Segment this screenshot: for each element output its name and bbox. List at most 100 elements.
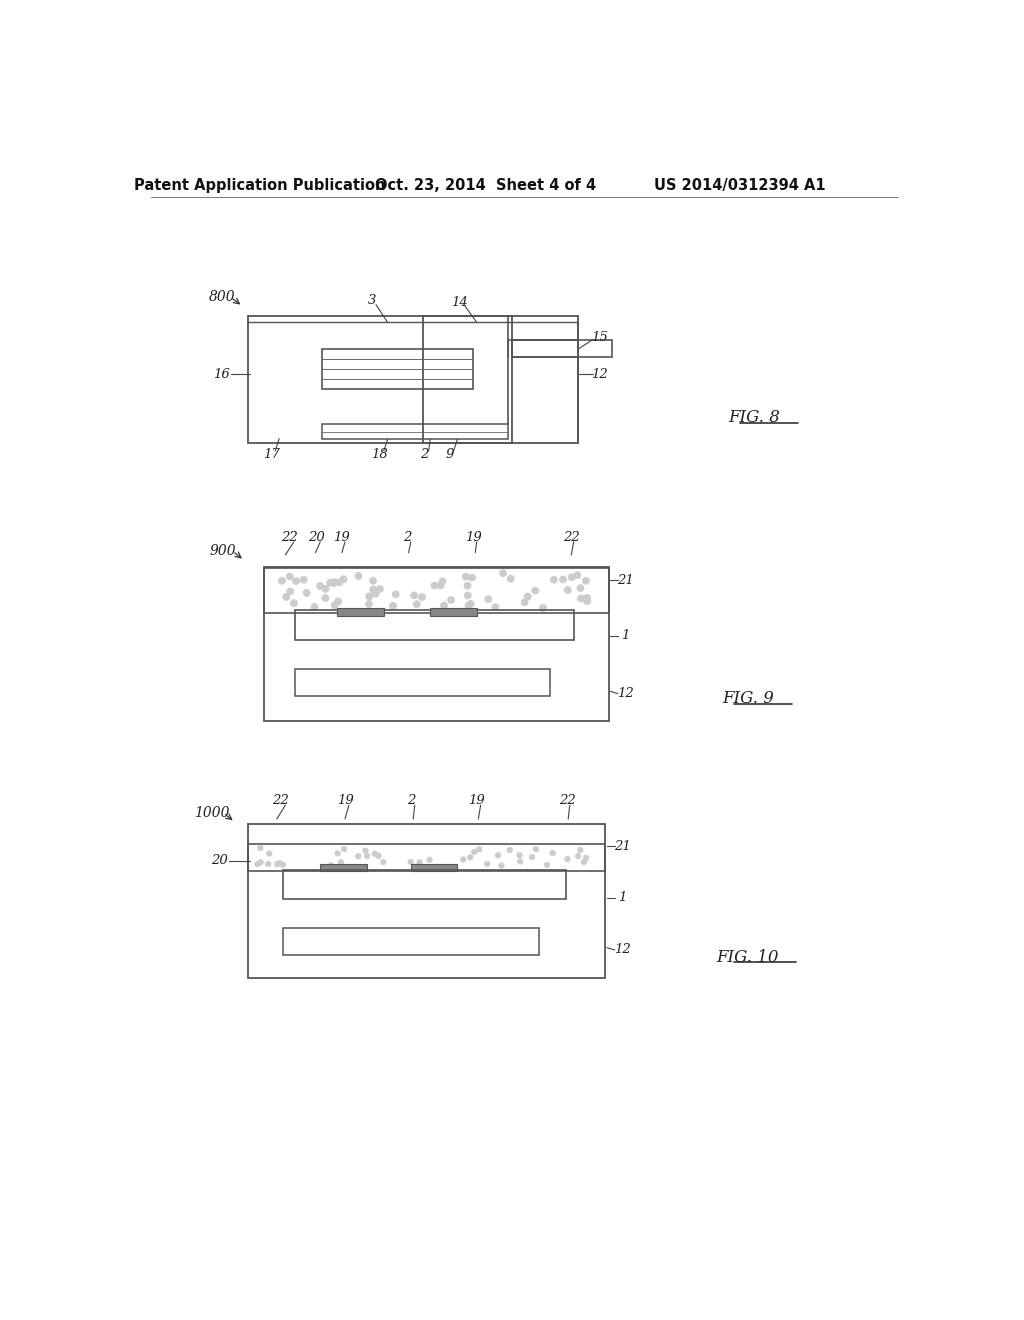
Circle shape: [521, 599, 528, 606]
Circle shape: [340, 576, 347, 582]
Circle shape: [467, 601, 474, 607]
Circle shape: [462, 573, 469, 579]
Circle shape: [507, 576, 514, 582]
Text: 3: 3: [368, 294, 376, 308]
Circle shape: [499, 863, 504, 869]
Text: 2: 2: [402, 531, 412, 544]
Circle shape: [327, 579, 334, 586]
Circle shape: [464, 591, 471, 599]
Circle shape: [414, 601, 420, 607]
Circle shape: [255, 862, 260, 867]
Text: 20: 20: [308, 531, 325, 544]
Bar: [248, 825, 604, 978]
Circle shape: [584, 598, 591, 605]
Circle shape: [408, 859, 414, 865]
Bar: [263, 568, 608, 612]
Text: 22: 22: [563, 531, 580, 544]
Circle shape: [381, 859, 386, 865]
Bar: [322, 424, 508, 440]
Circle shape: [392, 591, 399, 598]
Bar: [248, 843, 604, 871]
Text: 12: 12: [617, 686, 634, 700]
Circle shape: [492, 603, 499, 611]
Circle shape: [578, 847, 583, 853]
Circle shape: [266, 851, 272, 857]
Bar: [295, 669, 550, 696]
Circle shape: [258, 859, 263, 865]
Circle shape: [365, 853, 370, 858]
Bar: [512, 341, 578, 358]
Circle shape: [440, 602, 447, 609]
Circle shape: [366, 593, 373, 599]
Circle shape: [461, 857, 466, 862]
Circle shape: [276, 861, 283, 866]
Circle shape: [411, 591, 418, 599]
Text: 22: 22: [281, 531, 298, 544]
Circle shape: [568, 574, 575, 581]
Circle shape: [370, 577, 377, 585]
Bar: [322, 350, 473, 389]
Circle shape: [517, 853, 522, 858]
Circle shape: [577, 585, 584, 591]
Text: 9: 9: [445, 447, 454, 461]
Bar: [430, 609, 477, 615]
Text: FIG. 10: FIG. 10: [717, 949, 779, 966]
Circle shape: [331, 602, 338, 609]
Circle shape: [338, 859, 344, 865]
Circle shape: [427, 857, 432, 862]
Circle shape: [355, 854, 361, 859]
Text: 900: 900: [209, 544, 236, 558]
Circle shape: [287, 587, 294, 595]
Circle shape: [291, 599, 297, 607]
Bar: [283, 870, 566, 899]
Circle shape: [283, 594, 290, 601]
Circle shape: [376, 853, 381, 858]
Circle shape: [274, 862, 280, 867]
Circle shape: [584, 594, 591, 602]
Text: 2: 2: [407, 795, 415, 807]
Circle shape: [355, 573, 361, 579]
Circle shape: [550, 850, 555, 855]
Circle shape: [331, 579, 337, 586]
Circle shape: [362, 847, 368, 853]
Circle shape: [465, 602, 472, 609]
Circle shape: [265, 862, 271, 867]
Circle shape: [540, 605, 547, 611]
Text: 15: 15: [591, 330, 607, 343]
Text: 12: 12: [591, 367, 607, 380]
Circle shape: [431, 582, 438, 589]
Circle shape: [469, 574, 475, 581]
Circle shape: [529, 854, 535, 859]
Text: US 2014/0312394 A1: US 2014/0312394 A1: [654, 178, 826, 193]
Circle shape: [336, 578, 343, 586]
Circle shape: [370, 586, 377, 593]
Circle shape: [331, 578, 338, 586]
Text: 1000: 1000: [194, 807, 229, 820]
Circle shape: [335, 850, 340, 857]
Circle shape: [550, 577, 557, 583]
Circle shape: [545, 862, 550, 867]
Bar: [263, 566, 608, 721]
Circle shape: [496, 853, 501, 858]
Text: 22: 22: [272, 795, 289, 807]
Circle shape: [311, 603, 318, 610]
Bar: [411, 865, 458, 871]
Circle shape: [281, 862, 286, 867]
Circle shape: [417, 859, 422, 865]
Bar: [512, 341, 612, 358]
Circle shape: [341, 846, 347, 851]
Bar: [248, 317, 512, 444]
Text: 19: 19: [337, 795, 353, 807]
Bar: [337, 609, 384, 615]
Text: 21: 21: [614, 840, 631, 853]
Circle shape: [372, 590, 379, 597]
Circle shape: [578, 595, 585, 602]
Circle shape: [437, 582, 444, 589]
Text: 800: 800: [209, 290, 236, 304]
Circle shape: [507, 847, 512, 853]
Text: Oct. 23, 2014  Sheet 4 of 4: Oct. 23, 2014 Sheet 4 of 4: [376, 178, 597, 193]
Circle shape: [366, 601, 373, 607]
Circle shape: [471, 849, 477, 854]
Circle shape: [565, 857, 570, 862]
Circle shape: [581, 859, 587, 865]
